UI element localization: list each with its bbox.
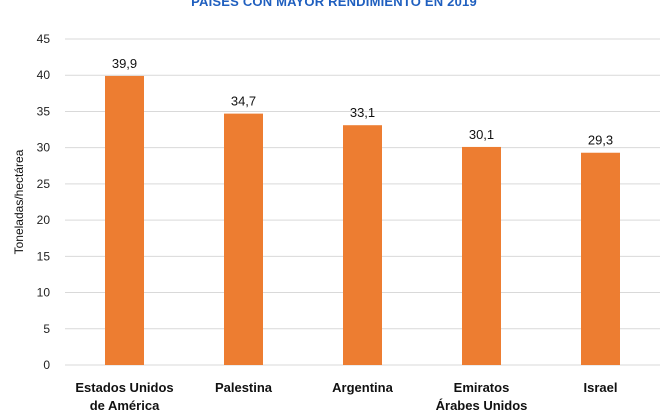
data-label-1: 39,9 <box>112 56 137 71</box>
y-tick-label: 45 <box>37 32 51 46</box>
x-tick-label: Árabes Unidos <box>436 398 528 413</box>
bars <box>105 75 620 366</box>
x-axis-categories: Estados Unidos de América Palestina Argenti… <box>75 380 617 413</box>
data-label-2: 34,7 <box>231 94 256 109</box>
x-tick-label: Estados Unidos <box>75 380 173 395</box>
x-tick-label: Emiratos <box>454 380 510 395</box>
x-tick-label: Argentina <box>332 380 393 395</box>
y-tick-label: 30 <box>37 141 51 155</box>
bar-4 <box>462 146 501 365</box>
y-tick-label: 15 <box>37 249 51 263</box>
data-label-3: 33,1 <box>350 105 375 120</box>
data-label-4: 30,1 <box>469 127 494 142</box>
y-axis-title: Toneladas/hectárea <box>12 149 26 254</box>
y-tick-label: 35 <box>37 104 51 118</box>
y-axis-ticks: 0 5 10 15 20 25 30 35 40 45 <box>37 32 51 372</box>
x-tick-label: Israel <box>584 380 618 395</box>
bar-3 <box>343 125 382 365</box>
y-tick-label: 0 <box>43 358 50 372</box>
bar-2 <box>224 113 263 366</box>
chart-title: PAÍSES CON MAYOR RENDIMIENTO EN 2019 <box>191 0 477 9</box>
y-tick-label: 20 <box>37 213 51 227</box>
data-labels: 39,9 34,7 33,1 30,1 29,3 <box>112 56 613 148</box>
bar-5 <box>581 152 620 365</box>
y-tick-label: 40 <box>37 68 51 82</box>
y-tick-label: 5 <box>43 322 50 336</box>
bar-1 <box>105 75 144 366</box>
y-tick-label: 25 <box>37 177 51 191</box>
x-tick-label: de América <box>90 398 160 413</box>
y-tick-label: 10 <box>37 286 51 300</box>
data-label-5: 29,3 <box>588 133 613 148</box>
x-tick-label: Palestina <box>215 380 273 395</box>
